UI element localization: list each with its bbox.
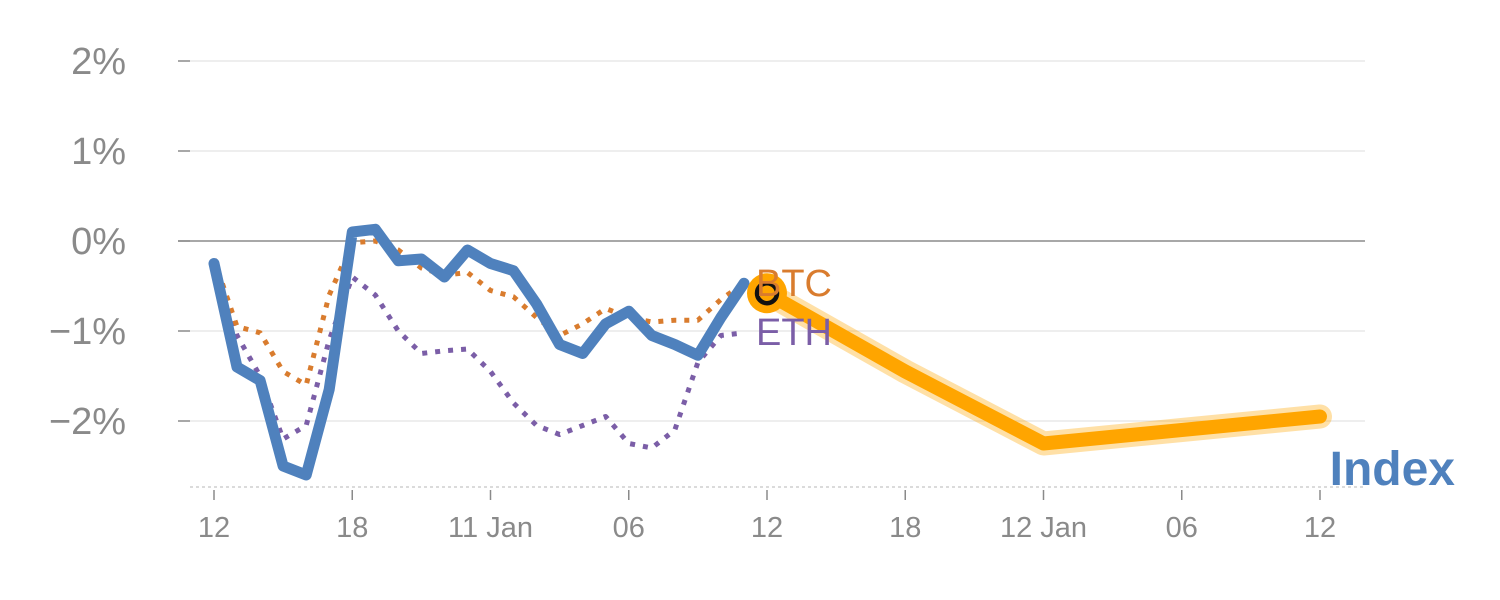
y-tick-label: 1% [71,131,126,173]
series-label-btc: BTC [756,263,832,305]
y-tick-label: −1% [49,311,126,353]
x-tick-label: 18 [889,512,921,544]
series-label-index: Index [1330,443,1456,496]
x-axis-ticks: 12 18 11 Jan 06 12 18 12 Jan 06 12 [198,490,1336,544]
x-tick-label: 12 [198,512,230,544]
marker-ring [754,280,780,306]
y-tick-label: 0% [71,221,126,263]
x-tick-label: 06 [1166,512,1198,544]
series-line-btc [211,238,746,388]
x-tick-label: 12 Jan [1000,512,1087,544]
x-tick-label: 12 [751,512,783,544]
x-tick-label: 12 [1304,512,1336,544]
y-axis-ticks: 2% 1% 0% −1% −2% [49,41,126,443]
x-tick-label: 11 Jan [448,512,533,544]
series-lines [208,223,1332,481]
series-label-eth: ETH [756,312,832,354]
projection-line [760,286,1327,451]
marker-halo [747,273,787,314]
current-marker [747,273,787,314]
series-line-eth [211,258,745,451]
series-line-index [208,223,750,481]
y-tick-label: 2% [71,41,126,83]
y-tick-label: −2% [49,401,126,443]
x-tick-label: 06 [613,512,645,544]
x-tick-label: 18 [336,512,368,544]
series-labels: BTC ETH Index [756,263,1455,496]
